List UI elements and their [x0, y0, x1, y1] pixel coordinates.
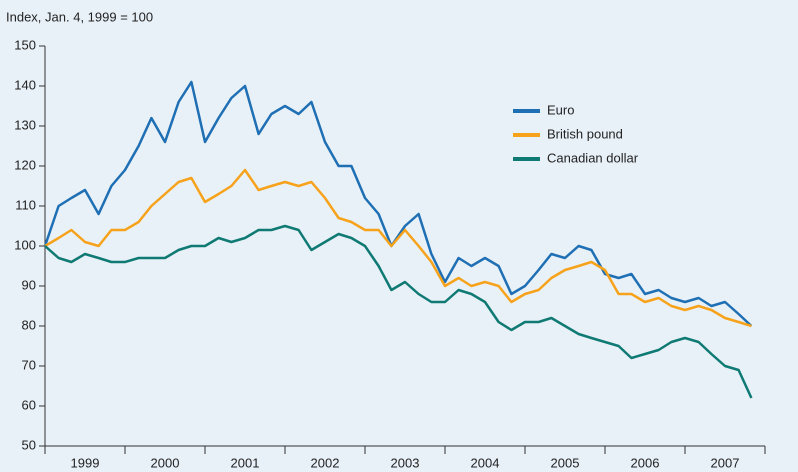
x-tick-label: 2006: [631, 455, 660, 470]
line: [44, 224, 753, 399]
x-tick-label: 2002: [311, 455, 340, 470]
legend-label: Canadian dollar: [547, 150, 639, 165]
x-tick-label: 2003: [391, 455, 420, 470]
x-tick-label: 2000: [151, 455, 180, 470]
y-tick-label: 120: [14, 157, 36, 172]
x-tick-label: 1999: [71, 455, 100, 470]
x-tick-label: 2005: [551, 455, 580, 470]
x-tick-label: 2001: [231, 455, 260, 470]
y-tick-label: 130: [14, 117, 36, 132]
legend-label: Euro: [547, 102, 574, 117]
y-tick-label: 150: [14, 37, 36, 52]
y-tick-label: 90: [22, 277, 36, 292]
y-tick-label: 100: [14, 237, 36, 252]
y-tick-label: 60: [22, 397, 36, 412]
x-tick-label: 2007: [711, 455, 740, 470]
y-tick-label: 140: [14, 77, 36, 92]
y-tick-label: 70: [22, 357, 36, 372]
y-tick-label: 110: [15, 197, 36, 212]
line: [44, 168, 752, 328]
y-tick-label: 80: [22, 317, 36, 332]
line: [43, 80, 753, 327]
legend-label: British pound: [547, 126, 623, 141]
y-tick-label: 50: [22, 437, 36, 452]
x-tick-label: 2004: [471, 455, 500, 470]
y-axis-label: Index, Jan. 4, 1999 = 100: [6, 9, 153, 24]
